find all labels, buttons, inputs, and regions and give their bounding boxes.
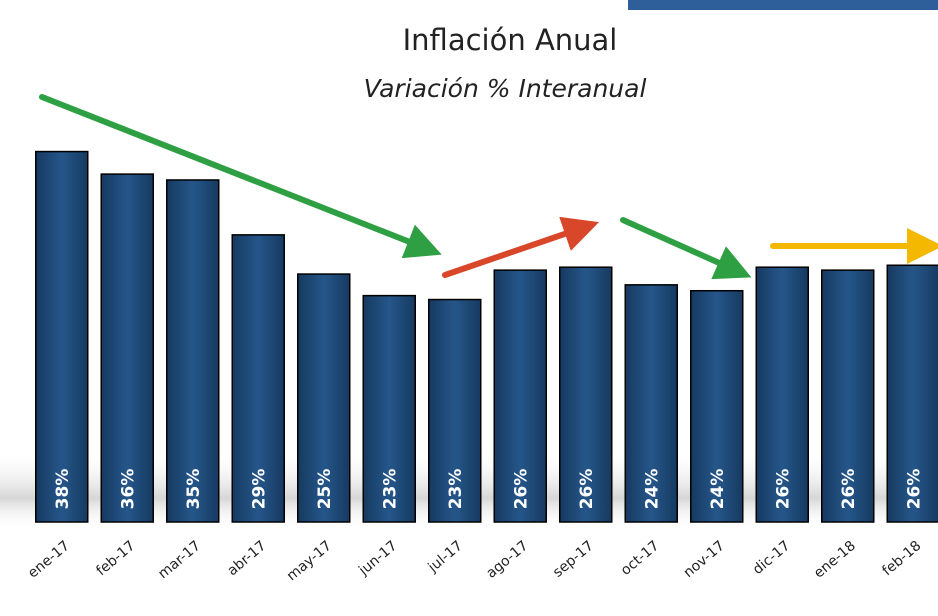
x-tick-label: feb-17 xyxy=(93,538,138,579)
data-label: 26% xyxy=(839,469,859,510)
data-label: 26% xyxy=(577,469,597,510)
x-tick-label: ene-17 xyxy=(25,538,73,582)
bar xyxy=(297,273,351,523)
trend-arrow xyxy=(39,94,442,259)
bar xyxy=(821,269,875,523)
x-tick-label: nov-17 xyxy=(681,538,728,581)
data-label: 23% xyxy=(446,469,466,510)
chart-subtitle: Variación % Interanual xyxy=(364,74,647,103)
data-label: 25% xyxy=(315,469,335,510)
trend-arrow xyxy=(620,217,752,280)
x-tick-label: oct-17 xyxy=(618,538,662,579)
x-tick-label: abr-17 xyxy=(224,538,269,579)
bar xyxy=(428,298,482,523)
data-label: 38% xyxy=(53,469,73,510)
x-tick-label: sep-17 xyxy=(550,538,597,581)
bar xyxy=(755,266,809,523)
x-tick-label: jul-17 xyxy=(425,538,466,576)
data-label: 36% xyxy=(118,469,138,510)
bar xyxy=(166,179,220,523)
bar xyxy=(493,269,547,523)
x-tick-label: ene-18 xyxy=(811,538,859,582)
trend-arrow xyxy=(442,216,600,278)
bar xyxy=(35,150,89,523)
data-label: 24% xyxy=(642,469,662,510)
bar xyxy=(886,264,938,523)
x-tick-label: mar-17 xyxy=(155,538,204,582)
x-tick-label: may-17 xyxy=(284,538,335,584)
bar xyxy=(100,173,154,523)
data-label: 26% xyxy=(904,469,924,510)
x-tick-label: dic-17 xyxy=(750,538,793,578)
data-label: 26% xyxy=(511,469,531,510)
bar xyxy=(624,284,678,523)
data-label: 23% xyxy=(380,469,400,510)
data-label: 35% xyxy=(184,469,204,510)
data-label: 29% xyxy=(249,469,269,510)
x-tick-label: jun-17 xyxy=(355,538,400,580)
bar xyxy=(690,289,744,523)
bar xyxy=(231,234,285,523)
trend-arrows xyxy=(39,94,938,280)
bar xyxy=(559,266,613,523)
chart-title: Inflación Anual xyxy=(403,23,618,57)
data-label: 24% xyxy=(708,469,728,510)
bars xyxy=(35,150,938,523)
x-tick-label: ago-17 xyxy=(483,538,531,582)
header-decoration xyxy=(628,0,938,10)
bar xyxy=(362,294,416,523)
x-tick-label: feb-18 xyxy=(879,538,924,579)
data-label: 26% xyxy=(773,469,793,510)
